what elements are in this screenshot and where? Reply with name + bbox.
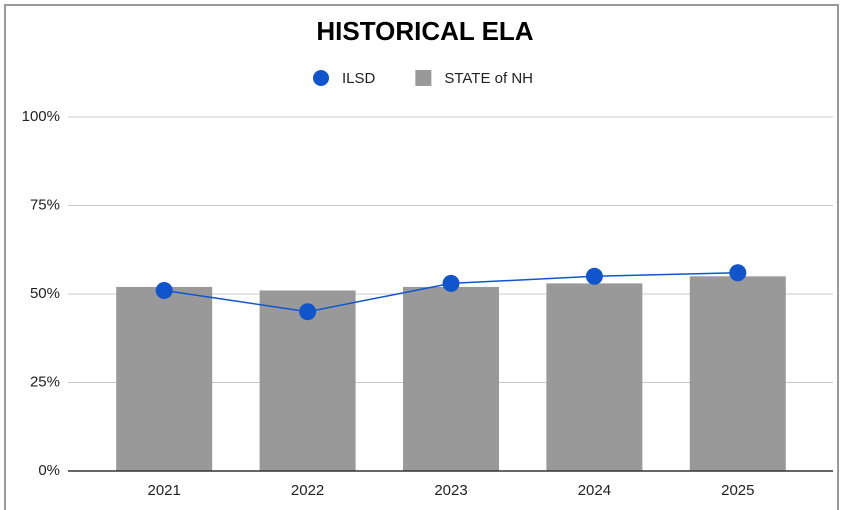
bar <box>116 286 213 471</box>
chart-title: HISTORICAL ELA <box>316 16 533 46</box>
x-tick-label: 2023 <box>434 482 467 499</box>
y-tick-label: 25% <box>30 373 60 390</box>
y-tick-label: 0% <box>38 462 60 479</box>
point <box>585 267 603 285</box>
x-tick-label: 2025 <box>721 482 754 499</box>
legend-label: ILSD <box>342 70 376 87</box>
point <box>155 281 173 299</box>
x-tick-label: 2021 <box>148 482 181 499</box>
legend-marker <box>313 70 329 86</box>
bar <box>259 290 356 471</box>
bar <box>546 283 643 471</box>
point <box>299 303 317 321</box>
x-tick-label: 2022 <box>291 482 324 499</box>
y-tick-label: 100% <box>22 108 60 125</box>
legend-label: STATE of NH <box>444 70 533 87</box>
point <box>729 264 747 282</box>
y-tick-label: 50% <box>30 285 60 302</box>
bar <box>689 276 786 471</box>
legend-marker <box>415 70 432 86</box>
point <box>442 274 460 292</box>
y-tick-label: 75% <box>30 196 60 213</box>
bar <box>403 286 499 471</box>
x-tick-label: 2024 <box>578 482 611 499</box>
